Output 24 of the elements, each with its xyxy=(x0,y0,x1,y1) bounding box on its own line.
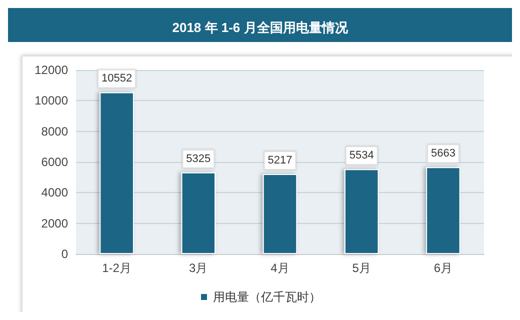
data-label: 10552 xyxy=(102,72,132,85)
y-tick-label: 2000 xyxy=(41,216,68,230)
bar xyxy=(100,92,134,254)
x-tick-label: 4月 xyxy=(270,261,290,275)
data-label: 5534 xyxy=(349,150,374,162)
legend-label: 用电量（亿千瓦时） xyxy=(213,290,321,304)
data-label: 5217 xyxy=(268,154,292,167)
y-tick-label: 0 xyxy=(61,247,68,261)
y-tick-label: 10000 xyxy=(34,94,68,108)
data-label: 5663 xyxy=(430,148,456,160)
bar xyxy=(344,169,379,254)
y-tick-label: 12000 xyxy=(34,63,68,77)
chart-title: 2018 年 1-6 月全国用电量情况 xyxy=(172,20,349,35)
x-tick-label: 5月 xyxy=(352,261,371,275)
bar xyxy=(426,167,460,254)
y-tick-label: 6000 xyxy=(41,155,68,169)
x-tick-label: 3月 xyxy=(189,261,208,275)
x-tick-label: 6月 xyxy=(434,261,453,275)
y-tick-label: 4000 xyxy=(41,186,68,200)
x-tick-label: 1-2月 xyxy=(102,261,132,275)
data-label: 5325 xyxy=(186,152,211,165)
bar xyxy=(262,174,298,254)
bar xyxy=(181,172,216,254)
y-tick-label: 8000 xyxy=(41,124,68,138)
